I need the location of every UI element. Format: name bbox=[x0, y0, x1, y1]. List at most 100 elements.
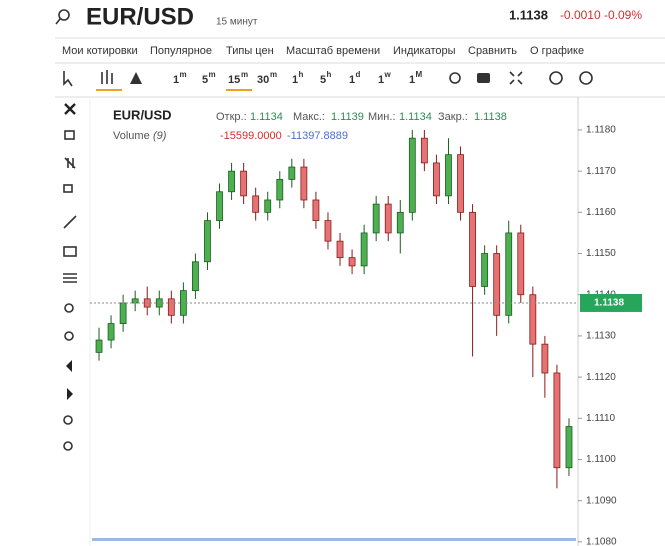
menu-item[interactable]: Сравнить bbox=[468, 45, 517, 57]
legend-value: 1.1139 bbox=[331, 111, 364, 123]
tool[interactable] bbox=[63, 441, 73, 451]
candle-body bbox=[228, 170, 235, 193]
candle-body bbox=[493, 253, 501, 316]
candle-body bbox=[541, 343, 549, 374]
legend-value: 1.1134 bbox=[399, 111, 432, 123]
y-tick-label: 1.1130 bbox=[586, 331, 616, 342]
screenshot-icon[interactable] bbox=[477, 73, 490, 83]
interval-number[interactable]: 5 bbox=[202, 74, 208, 86]
search-icon[interactable] bbox=[58, 9, 70, 21]
candles-tool[interactable] bbox=[101, 70, 113, 84]
candle-body bbox=[565, 426, 573, 469]
line-tool[interactable] bbox=[63, 215, 77, 229]
interval-unit: d bbox=[356, 70, 361, 79]
fullscreen-icon[interactable] bbox=[509, 71, 523, 85]
interval-unit: h bbox=[299, 70, 304, 79]
legend-value: 1.1138 bbox=[474, 111, 507, 123]
menu-item[interactable]: Мои котировки bbox=[62, 45, 138, 57]
interval-number[interactable]: 30 bbox=[257, 74, 269, 86]
y-tick-label: 1.1100 bbox=[586, 454, 616, 465]
rect-tool[interactable] bbox=[63, 246, 77, 257]
volume-label: Volume bbox=[113, 130, 150, 142]
scroll-right[interactable] bbox=[67, 388, 73, 400]
interval-number[interactable]: 15 bbox=[228, 74, 240, 86]
menu-item[interactable]: Популярное bbox=[150, 45, 212, 57]
zoom-in-tool[interactable] bbox=[64, 303, 74, 313]
menu-item[interactable]: Индикаторы bbox=[393, 45, 456, 57]
interval-unit: m bbox=[180, 70, 187, 79]
interval: 15 минут bbox=[216, 17, 258, 28]
volume-strip bbox=[92, 538, 576, 541]
candle-body bbox=[288, 166, 296, 180]
zoom-out-tool[interactable] bbox=[64, 331, 74, 341]
menu-item[interactable]: О графике bbox=[530, 45, 584, 57]
menu-bar: Мои котировки Популярное Типы цен Масштаб в… bbox=[62, 45, 584, 57]
interval-unit: m bbox=[241, 70, 248, 79]
y-tick-label: 1.1160 bbox=[586, 207, 616, 218]
settings-icon[interactable] bbox=[449, 72, 461, 84]
candle-body bbox=[457, 154, 464, 213]
candle-body bbox=[529, 294, 537, 345]
candle-body bbox=[336, 240, 344, 259]
fib-tool[interactable] bbox=[63, 273, 77, 283]
volume-value: -11397.8889 bbox=[287, 130, 348, 142]
y-tick-label: 1.1170 bbox=[586, 166, 616, 177]
candle-body bbox=[505, 232, 513, 316]
left-toolbar bbox=[63, 103, 77, 451]
candle-body bbox=[192, 261, 199, 292]
interval-unit: M bbox=[416, 70, 423, 79]
interval-number[interactable]: 5 bbox=[320, 74, 326, 86]
scroll-left[interactable] bbox=[66, 360, 72, 372]
candle-body bbox=[372, 203, 380, 234]
candle-body bbox=[396, 211, 404, 234]
volume-value: -15599.0000 bbox=[220, 130, 282, 142]
menu-item[interactable]: Масштаб времени bbox=[286, 45, 380, 57]
candle-body bbox=[360, 232, 368, 267]
candle-body bbox=[300, 166, 308, 201]
interval-number[interactable]: 1 bbox=[173, 74, 179, 86]
candle-body bbox=[481, 253, 489, 287]
y-tick-label: 1.1110 bbox=[586, 413, 616, 424]
candle-body bbox=[167, 298, 175, 316]
legend-label: Макс.: bbox=[293, 111, 325, 123]
tool[interactable] bbox=[64, 130, 75, 140]
close-tool[interactable] bbox=[64, 103, 76, 115]
candle-body bbox=[348, 257, 356, 267]
tool[interactable] bbox=[63, 415, 73, 425]
download-icon[interactable] bbox=[549, 71, 563, 85]
interval-unit: w bbox=[384, 70, 392, 79]
last-price-label: 1.1138 bbox=[594, 298, 624, 309]
candle-body bbox=[408, 137, 416, 213]
interval-number[interactable]: 1 bbox=[349, 74, 355, 86]
tool[interactable] bbox=[63, 184, 73, 193]
plot: 1.1080 1.1090 1.1100 1.1110 1.1120 1.1130 1.11… bbox=[90, 125, 642, 546]
candle-body bbox=[264, 199, 272, 213]
cursor-tool[interactable] bbox=[63, 71, 73, 87]
interval-number[interactable]: 1 bbox=[409, 74, 415, 86]
legend-label: Мин.: bbox=[368, 111, 396, 123]
candle-body bbox=[131, 298, 139, 304]
volume-period: (9) bbox=[153, 130, 167, 142]
candle-body bbox=[433, 162, 440, 197]
candle-body bbox=[216, 191, 223, 221]
interval-number[interactable]: 1 bbox=[292, 74, 298, 86]
y-tick-label: 1.1180 bbox=[586, 125, 616, 136]
menu-item[interactable]: Типы цен bbox=[226, 45, 274, 57]
interval-bar: 1 m 5 m 15 m 30 m 1 h 5 h 1 d 1 w 1 M bbox=[173, 70, 423, 91]
interval-unit: m bbox=[270, 70, 277, 79]
candle-body bbox=[119, 302, 127, 324]
candle-body bbox=[240, 170, 248, 197]
area-tool[interactable] bbox=[130, 72, 142, 84]
candle-body bbox=[252, 195, 260, 213]
tool[interactable] bbox=[64, 157, 76, 169]
interval-unit: m bbox=[209, 70, 216, 79]
interval-unit: h bbox=[327, 70, 332, 79]
candle-body bbox=[95, 339, 103, 353]
interval-number[interactable]: 1 bbox=[378, 74, 384, 86]
legend-label: Откр.: bbox=[216, 111, 247, 123]
upload-icon[interactable] bbox=[579, 71, 593, 85]
last-price-box bbox=[580, 293, 642, 312]
y-tick-label: 1.1080 bbox=[586, 537, 617, 546]
candle-body bbox=[384, 203, 392, 234]
